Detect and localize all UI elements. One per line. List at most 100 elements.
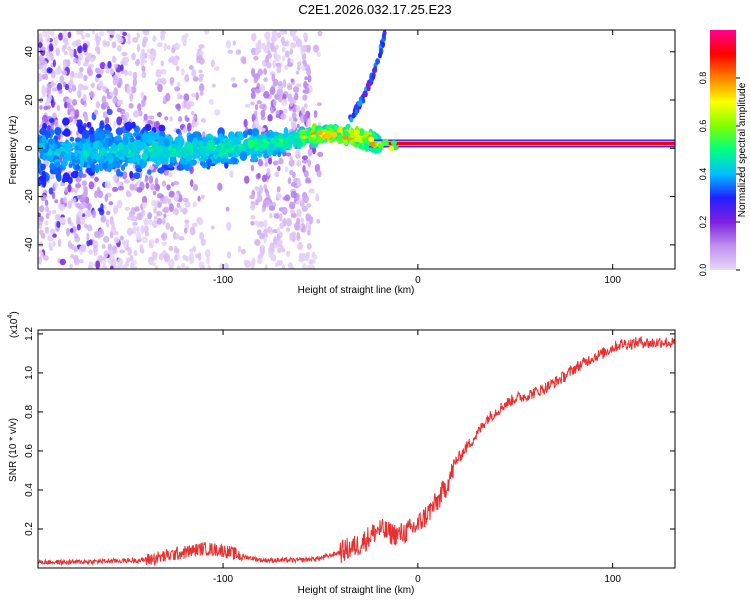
- spectrogram-cell: [250, 91, 256, 100]
- spectrogram-cell: [48, 118, 55, 123]
- spectrogram-cell: [38, 175, 47, 182]
- spectrogram-cell: [135, 135, 141, 140]
- spectrogram-cell: [147, 138, 153, 145]
- spectrogram-cell: [85, 167, 93, 174]
- spectrogram-cell: [204, 249, 211, 258]
- spectrogram-cell: [292, 122, 296, 131]
- spectrogram-cell: [38, 220, 43, 226]
- spectrogram-cell: [74, 150, 79, 158]
- spectrogram-cell: [68, 163, 73, 168]
- spectrogram-cell: [71, 119, 78, 125]
- spectrogram-cell: [58, 89, 63, 94]
- spectrogram-cell: [247, 139, 255, 150]
- spectrogram-cell: [178, 236, 185, 241]
- spectrogram-cell: [141, 65, 146, 72]
- spectrogram-cell: [157, 111, 162, 118]
- spectrogram-cell: [107, 60, 112, 69]
- spectrogram-cell: [74, 232, 79, 239]
- spectrogram-cell: [265, 61, 272, 69]
- spectrogram-cell: [83, 223, 88, 229]
- spectrogram-cell: [151, 135, 157, 141]
- spectrogram-cell: [132, 132, 138, 137]
- spectrogram-y-ticks: -40 -20 0 20 40: [24, 46, 675, 252]
- spectrogram-cell: [104, 40, 111, 47]
- spectrogram-cell: [174, 42, 180, 50]
- spectrogram-cell: [89, 134, 95, 143]
- spectrogram-cell: [217, 182, 223, 191]
- spectrogram-cell: [126, 227, 134, 236]
- spectrogram-cell: [51, 209, 57, 214]
- spectrogram-cell: [76, 216, 80, 223]
- spectrogram-cell: [74, 137, 82, 143]
- spectrogram-cell: [279, 222, 285, 230]
- spectrogram-cell: [274, 213, 280, 219]
- spectrogram-cell: [151, 149, 157, 157]
- spectrogram-cell: [132, 141, 139, 151]
- spectrogram-cell: [254, 220, 261, 226]
- spectrogram-cell: [317, 151, 324, 158]
- spectrogram-cell: [284, 64, 289, 71]
- spectrogram-cell: [308, 188, 315, 194]
- spectrogram-cell: [154, 237, 159, 244]
- spectrogram-cell: [290, 266, 295, 269]
- spectrogram-cell: [354, 104, 359, 111]
- spectrogram-cell: [79, 66, 84, 73]
- spectrogram-cell: [135, 167, 143, 173]
- spectrogram-cell: [377, 143, 384, 149]
- spectrogram-cell: [107, 154, 114, 164]
- spectrogram-cell: [182, 127, 188, 134]
- spectrogram-cell: [40, 163, 46, 171]
- spectrogram-cell: [251, 257, 256, 266]
- spectrogram-cell: [282, 79, 287, 89]
- spectrogram-cell: [239, 150, 248, 161]
- spectrogram-cell: [169, 226, 174, 232]
- spectrogram-cell: [265, 189, 270, 197]
- spectrogram-cell: [281, 99, 288, 107]
- spectrogram-cell: [254, 75, 258, 84]
- spectrogram-cell: [111, 41, 116, 49]
- spectrogram-x-ticks: -100 0 100: [213, 30, 621, 286]
- spectrogram-cell: [77, 133, 83, 139]
- spectrogram-cell: [70, 254, 75, 259]
- spectrogram-cell: [62, 117, 70, 126]
- spectrogram-cell: [49, 51, 53, 56]
- spectrogram-cell: [315, 193, 320, 202]
- spectrogram-cell: [160, 33, 165, 41]
- spectrogram-cell: [297, 60, 302, 67]
- spectrogram-cell: [64, 41, 69, 47]
- spectrogram-cell: [46, 67, 53, 74]
- spectrogram-cell: [144, 177, 148, 183]
- spectrogram-cell: [258, 147, 264, 153]
- spectrogram-cell: [62, 30, 68, 38]
- spectrogram-cell: [147, 115, 155, 120]
- spectrogram-cell: [129, 170, 134, 179]
- spectrogram-cell: [297, 241, 304, 251]
- spectrogram-cell: [276, 64, 282, 74]
- spectrogram-cell: [42, 155, 47, 161]
- spectrogram-cell: [117, 37, 124, 44]
- spectrogram-cell: [59, 146, 66, 153]
- spectrogram-cell: [200, 147, 206, 157]
- spectrogram-cell: [263, 68, 267, 75]
- spectrogram-cell: [168, 245, 174, 252]
- spectrogram-cell: [67, 183, 72, 193]
- spectrogram-cell: [312, 44, 320, 53]
- spectrogram-cell: [80, 244, 87, 252]
- spectrogram-cell: [102, 255, 107, 261]
- spectrogram-cell: [257, 39, 262, 47]
- spectrogram-cell: [290, 182, 297, 187]
- spectrogram-cell: [183, 164, 191, 171]
- spectrogram-cell: [140, 92, 144, 97]
- spectrogram-cell: [163, 138, 170, 147]
- snr-x-label: Height of straight line (km): [298, 585, 415, 596]
- spectrogram-cell: [123, 146, 129, 157]
- spectrogram-cell: [192, 115, 197, 120]
- spectrogram-cell: [184, 115, 188, 122]
- spectrogram-cell: [44, 199, 49, 207]
- spectrogram-cell: [94, 190, 98, 199]
- spectrogram-cell: [50, 30, 55, 37]
- spectrogram-cell: [197, 195, 201, 202]
- spectrogram-cell: [106, 30, 111, 34]
- y-tick-label: 0.6: [24, 444, 35, 458]
- spectrogram-cell: [250, 47, 257, 56]
